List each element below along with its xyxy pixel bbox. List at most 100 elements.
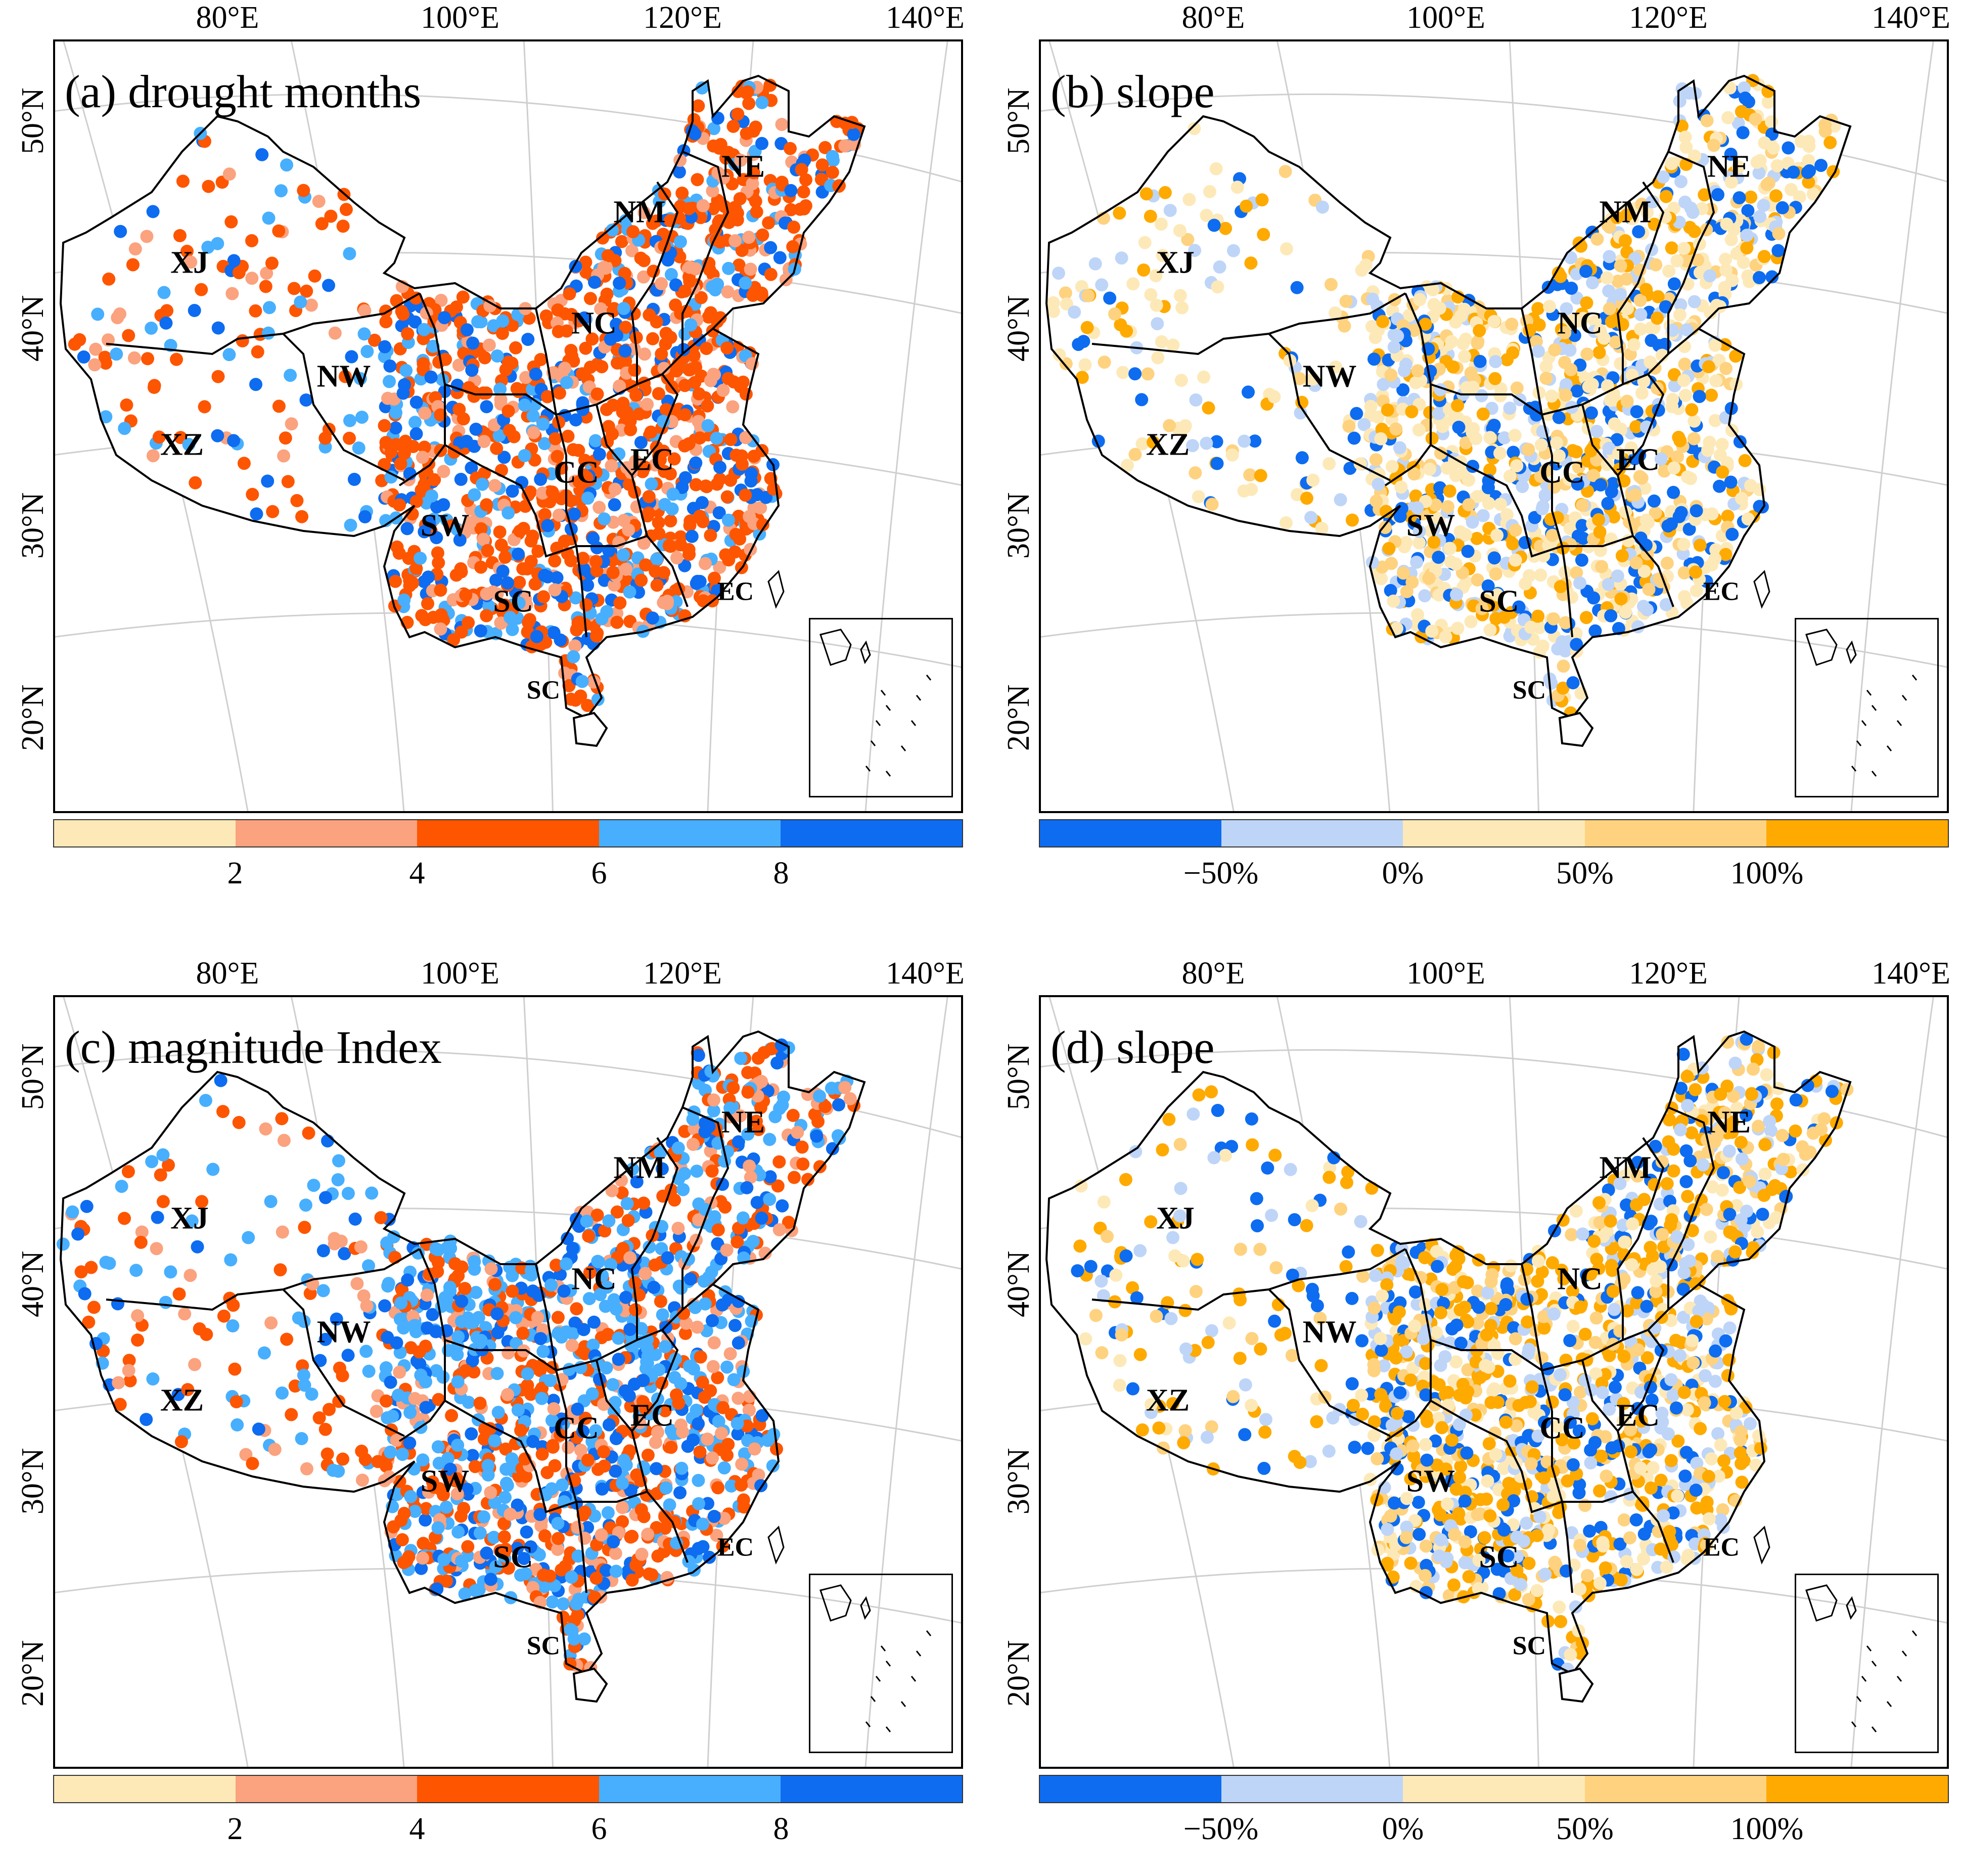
inset-dash bbox=[886, 705, 890, 710]
colorbar-segment bbox=[1403, 820, 1584, 846]
inset-dash bbox=[886, 1661, 890, 1666]
longitude-label: 140°E bbox=[886, 0, 965, 36]
south-china-sea-inset bbox=[809, 1574, 953, 1753]
colorbar-segment bbox=[417, 820, 599, 846]
region-label: NE bbox=[1707, 149, 1751, 185]
inset-dash bbox=[917, 695, 921, 700]
longitude-label: 100°E bbox=[421, 956, 499, 992]
region-label: SC bbox=[493, 584, 533, 620]
inset-dash bbox=[866, 1722, 870, 1727]
colorbar bbox=[1039, 819, 1949, 847]
region-label: XZ bbox=[160, 427, 204, 463]
region-label: XZ bbox=[160, 1383, 204, 1419]
colorbar-tick-label: 50% bbox=[1556, 856, 1614, 891]
panel-title: (a) drought months bbox=[65, 65, 421, 118]
region-label: SC bbox=[493, 1540, 533, 1576]
inset-dash bbox=[1867, 690, 1871, 695]
colorbar-tick-label: 6 bbox=[591, 856, 607, 891]
inset-coast bbox=[1806, 630, 1856, 665]
colorbar-tick-label: 6 bbox=[591, 1811, 607, 1847]
longitude-label: 140°E bbox=[886, 956, 965, 992]
colorbar-segment bbox=[417, 1776, 599, 1802]
inset-dash bbox=[881, 1646, 885, 1651]
inset-map bbox=[810, 1575, 954, 1755]
colorbar-segment bbox=[236, 820, 417, 846]
region-label: XJ bbox=[1156, 245, 1195, 281]
region-label: NE bbox=[721, 149, 765, 185]
region-label: EC bbox=[717, 1533, 754, 1562]
colorbar-segment bbox=[781, 820, 962, 846]
region-label: NC bbox=[1557, 306, 1603, 342]
inset-dash bbox=[1862, 721, 1866, 726]
inset-map bbox=[810, 619, 954, 799]
panel-title: (b) slope bbox=[1051, 65, 1214, 118]
inset-dash bbox=[1872, 771, 1876, 776]
region-label: SC bbox=[1513, 676, 1546, 705]
colorbar-tick-label: 0% bbox=[1382, 856, 1424, 891]
region-label: XZ bbox=[1146, 427, 1190, 463]
region-label: SC bbox=[1479, 584, 1519, 620]
region-label: EC bbox=[630, 1398, 674, 1434]
colorbar-tick-label: 2 bbox=[227, 1811, 243, 1847]
region-label: EC bbox=[630, 442, 674, 478]
colorbar-tick-label: 2 bbox=[227, 856, 243, 891]
region-label: EC bbox=[1703, 577, 1740, 607]
longitude-label: 100°E bbox=[421, 0, 499, 36]
latitude-label: 20°N bbox=[15, 684, 51, 751]
inset-coast bbox=[820, 630, 870, 665]
colorbar-segment bbox=[54, 820, 236, 846]
inset-coast bbox=[820, 1585, 870, 1621]
latitude-label: 30°N bbox=[1001, 492, 1037, 559]
inset-dash bbox=[1897, 721, 1901, 726]
latitude-label: 50°N bbox=[1001, 87, 1037, 154]
latitude-label: 40°N bbox=[15, 1250, 51, 1317]
inset-dash bbox=[911, 721, 916, 726]
inset-map bbox=[1796, 619, 1940, 799]
region-label: NM bbox=[1599, 195, 1651, 231]
inset-dash bbox=[866, 766, 870, 771]
inset-dash bbox=[1857, 741, 1861, 746]
inset-dash bbox=[871, 741, 875, 746]
colorbar-segment bbox=[54, 1776, 236, 1802]
colorbar-segment bbox=[1040, 820, 1221, 846]
south-china-sea-inset bbox=[809, 618, 953, 797]
latitude-label: 40°N bbox=[15, 295, 51, 362]
region-label: NM bbox=[613, 195, 665, 231]
latitude-label: 50°N bbox=[15, 87, 51, 154]
inset-dash bbox=[901, 746, 905, 751]
colorbar-segment bbox=[236, 1776, 417, 1802]
latitude-label: 50°N bbox=[15, 1043, 51, 1110]
inset-dash bbox=[1912, 675, 1917, 680]
colorbar-tick-label: 8 bbox=[773, 856, 789, 891]
inset-dash bbox=[886, 1727, 890, 1732]
region-label: CC bbox=[554, 455, 599, 491]
region-label: EC bbox=[1616, 442, 1660, 478]
region-label: NM bbox=[613, 1150, 665, 1186]
longitude-label: 80°E bbox=[196, 956, 259, 992]
colorbar-segment bbox=[1585, 820, 1766, 846]
inset-dash bbox=[901, 1702, 905, 1707]
inset-dash bbox=[1872, 705, 1876, 710]
longitude-label: 120°E bbox=[643, 956, 722, 992]
inset-dash bbox=[1887, 746, 1891, 751]
inset-dash bbox=[886, 771, 890, 776]
region-label: NE bbox=[721, 1105, 765, 1141]
colorbar-segment bbox=[599, 820, 781, 846]
inset-dash bbox=[927, 675, 931, 680]
colorbar-segment bbox=[781, 1776, 962, 1802]
region-label: CC bbox=[554, 1411, 599, 1447]
inset-dash bbox=[911, 1676, 916, 1681]
colorbar-segment bbox=[1766, 820, 1948, 846]
inset-dash bbox=[1902, 695, 1906, 700]
inset-dash bbox=[876, 1676, 880, 1681]
region-label: NW bbox=[1303, 359, 1357, 395]
region-label: SW bbox=[421, 1464, 469, 1500]
region-label: NC bbox=[571, 1262, 617, 1298]
colorbar bbox=[53, 1775, 963, 1803]
colorbar-segment bbox=[1221, 820, 1403, 846]
longitude-label: 80°E bbox=[1182, 0, 1245, 36]
